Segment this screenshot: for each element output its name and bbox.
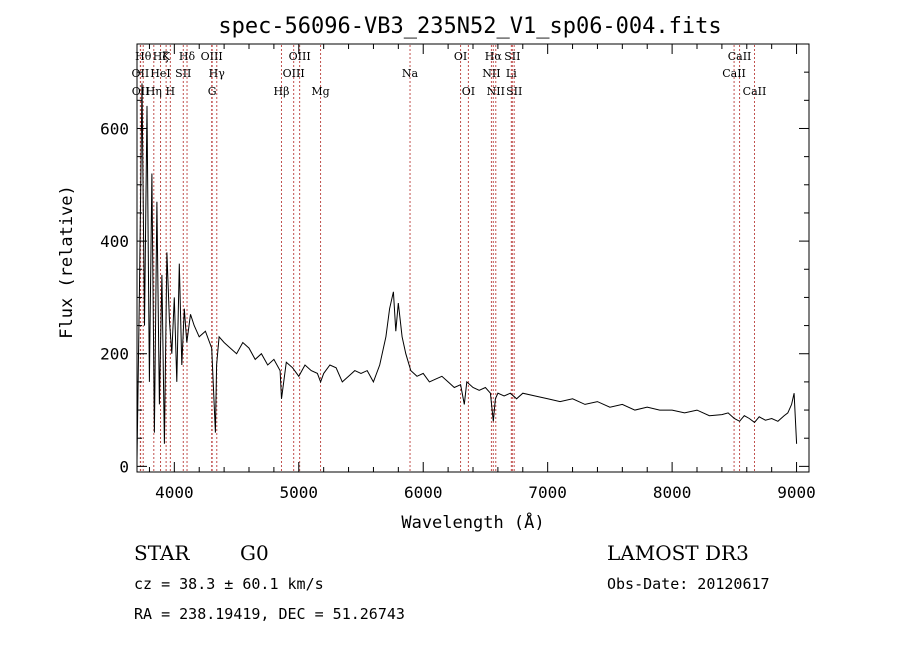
object-class: STAR (134, 541, 190, 565)
line-label-14: OIII (283, 67, 305, 80)
x-axis-title: Wavelength (Å) (401, 511, 544, 533)
y-axis-title: Flux (relative) (57, 185, 77, 339)
data-release: LAMOST DR3 (607, 541, 749, 565)
line-label-16: Mg (311, 85, 329, 98)
line-label-5: HeI (150, 67, 170, 80)
redshift-velocity: cz = 38.3 ± 60.1 km/s (134, 575, 324, 593)
y-tick-label-1: 200 (100, 345, 129, 364)
line-label-21: Hα (485, 50, 503, 63)
line-label-18: OI (454, 50, 467, 63)
spectrum-line (136, 83, 798, 461)
chart-title: spec-56096-VB3_235N52_V1_sp06-004.fits (218, 14, 721, 39)
line-label-23: Li (506, 67, 517, 80)
x-tick-label-2: 6000 (404, 483, 443, 502)
x-tick-label-4: 8000 (653, 483, 692, 502)
y-tick-label-0: 0 (119, 457, 129, 476)
line-label-25: SII (506, 85, 522, 98)
plot-frame (136, 43, 810, 473)
line-label-15: OIII (289, 50, 311, 63)
line-label-0: OII (132, 67, 150, 80)
y-axis-ticks: 0 200 400 600 (100, 71, 809, 476)
line-label-4: Hζ (153, 50, 169, 63)
x-tick-label-3: 7000 (528, 483, 567, 502)
line-label-26: CaII (722, 67, 746, 80)
line-label-7: H (166, 85, 176, 98)
line-label-13: Hβ (274, 85, 290, 98)
line-label-12: G (208, 85, 217, 98)
x-tick-label-1: 5000 (280, 483, 319, 502)
line-label-9: Hδ (179, 50, 196, 63)
line-label-6: K (162, 50, 171, 63)
line-label-11: Hγ (209, 67, 226, 80)
spectral-line-labels: OII OII Hθ Hη Hζ HeI K H SII Hδ OIII Hγ G Hβ OIII OIII M… (132, 50, 767, 98)
observation-date: Obs-Date: 20120617 (607, 575, 770, 593)
x-axis-ticks: 4000 5000 6000 7000 8000 9000 (148, 44, 816, 502)
line-label-3: Hη (146, 85, 162, 98)
x-tick-label-5: 9000 (777, 483, 816, 502)
line-label-27: CaII (728, 50, 752, 63)
y-tick-label-2: 400 (100, 232, 129, 251)
spectrum-series (136, 83, 798, 461)
line-label-8: SII (175, 67, 191, 80)
line-label-1: OII (132, 85, 150, 98)
object-subclass: G0 (240, 541, 269, 565)
line-label-22: NII (487, 85, 505, 98)
x-tick-label-0: 4000 (155, 483, 194, 502)
ra-dec-coordinates: RA = 238.19419, DEC = 51.26743 (134, 605, 405, 623)
line-label-24: SII (504, 50, 520, 63)
line-label-20: NII (482, 67, 500, 80)
line-label-17: Na (402, 67, 419, 80)
line-label-10: OIII (201, 50, 223, 63)
line-label-2: Hθ (135, 50, 152, 63)
y-tick-label-3: 600 (100, 119, 129, 138)
spectral-line-markers (139, 45, 755, 471)
line-label-19: OI (462, 85, 475, 98)
line-label-28: CaII (743, 85, 767, 98)
